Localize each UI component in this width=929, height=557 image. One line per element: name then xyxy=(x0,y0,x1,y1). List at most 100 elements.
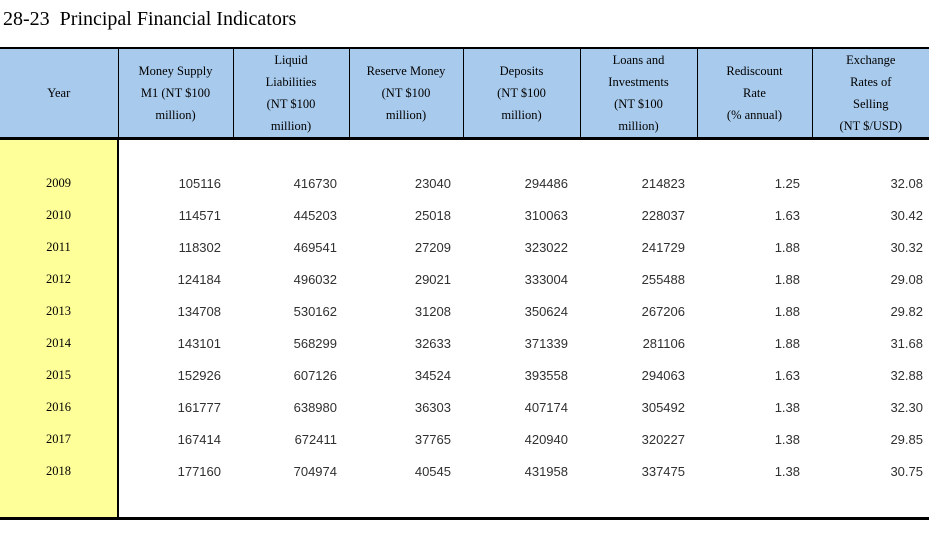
year-cell: 2014 xyxy=(0,327,119,360)
value-cell: 167414 xyxy=(118,423,233,456)
table-body: 2009 105116 416730 23040 294486 214823 1.25 32.… xyxy=(0,138,929,519)
value-cell: 1.63 xyxy=(697,359,812,392)
value-cell: 31.68 xyxy=(812,327,929,360)
value-cell: 134708 xyxy=(118,295,233,328)
value-cell: 496032 xyxy=(233,263,349,296)
column-header-rediscount-rate: Rediscount Rate (% annual) xyxy=(696,48,812,139)
value-cell: 1.88 xyxy=(697,263,812,296)
value-cell: 294063 xyxy=(580,359,697,392)
year-column-spacer xyxy=(0,138,119,168)
table-row: 2013 134708 530162 31208 350624 267206 1.88 29.… xyxy=(0,295,929,328)
value-cell: 27209 xyxy=(349,231,463,264)
value-cell: 105116 xyxy=(118,167,233,200)
value-cell: 31208 xyxy=(349,295,463,328)
year-cell: 2013 xyxy=(0,295,119,328)
value-cell: 1.38 xyxy=(697,455,812,488)
column-header-liquid-liabilities: Liquid Liabilities (NT $100 million) xyxy=(232,48,349,139)
financial-indicators-table: Year Money Supply M1 (NT $100 million) Liq… xyxy=(0,47,929,520)
value-cell: 1.38 xyxy=(697,423,812,456)
year-cell: 2009 xyxy=(0,167,119,200)
year-cell: 2017 xyxy=(0,423,119,456)
spacer-cell xyxy=(118,138,929,168)
value-cell: 29.82 xyxy=(812,295,929,328)
value-cell: 34524 xyxy=(349,359,463,392)
spacer-row xyxy=(0,487,929,519)
value-cell: 40545 xyxy=(349,455,463,488)
value-cell: 305492 xyxy=(580,391,697,424)
year-cell: 2011 xyxy=(0,231,119,264)
value-cell: 294486 xyxy=(463,167,580,200)
column-header-money-supply-m1: Money Supply M1 (NT $100 million) xyxy=(117,48,233,139)
table-row: 2016 161777 638980 36303 407174 305492 1.38 32.… xyxy=(0,391,929,424)
value-cell: 214823 xyxy=(580,167,697,200)
value-cell: 32.30 xyxy=(812,391,929,424)
value-cell: 420940 xyxy=(463,423,580,456)
value-cell: 23040 xyxy=(349,167,463,200)
value-cell: 177160 xyxy=(118,455,233,488)
value-cell: 114571 xyxy=(118,199,233,232)
table-row: 2017 167414 672411 37765 420940 320227 1.38 29.… xyxy=(0,423,929,456)
value-cell: 32633 xyxy=(349,327,463,360)
value-cell: 407174 xyxy=(463,391,580,424)
year-cell: 2010 xyxy=(0,199,119,232)
value-cell: 32.08 xyxy=(812,167,929,200)
value-cell: 323022 xyxy=(463,231,580,264)
table-row: 2011 118302 469541 27209 323022 241729 1.88 30.… xyxy=(0,231,929,264)
page-title: 28-23 Principal Financial Indicators xyxy=(3,8,297,30)
value-cell: 124184 xyxy=(118,263,233,296)
value-cell: 333004 xyxy=(463,263,580,296)
value-cell: 416730 xyxy=(233,167,349,200)
value-cell: 431958 xyxy=(463,455,580,488)
table-row: 2012 124184 496032 29021 333004 255488 1.88 29.… xyxy=(0,263,929,296)
value-cell: 228037 xyxy=(580,199,697,232)
value-cell: 1.88 xyxy=(697,327,812,360)
year-cell: 2012 xyxy=(0,263,119,296)
value-cell: 310063 xyxy=(463,199,580,232)
value-cell: 371339 xyxy=(463,327,580,360)
table-row: 2014 143101 568299 32633 371339 281106 1.88 31.… xyxy=(0,327,929,360)
year-cell: 2016 xyxy=(0,391,119,424)
value-cell: 672411 xyxy=(233,423,349,456)
value-cell: 607126 xyxy=(233,359,349,392)
value-cell: 568299 xyxy=(233,327,349,360)
value-cell: 281106 xyxy=(580,327,697,360)
value-cell: 255488 xyxy=(580,263,697,296)
value-cell: 1.38 xyxy=(697,391,812,424)
spacer-row xyxy=(0,138,929,168)
table-row: 2010 114571 445203 25018 310063 228037 1.63 30.… xyxy=(0,199,929,232)
value-cell: 393558 xyxy=(463,359,580,392)
value-cell: 32.88 xyxy=(812,359,929,392)
value-cell: 118302 xyxy=(118,231,233,264)
table-row: 2018 177160 704974 40545 431958 337475 1.38 30.… xyxy=(0,455,929,488)
value-cell: 445203 xyxy=(233,199,349,232)
column-header-year: Year xyxy=(0,48,118,139)
value-cell: 469541 xyxy=(233,231,349,264)
spacer-cell xyxy=(118,487,929,519)
year-cell: 2018 xyxy=(0,455,119,488)
value-cell: 638980 xyxy=(233,391,349,424)
value-cell: 1.63 xyxy=(697,199,812,232)
value-cell: 337475 xyxy=(580,455,697,488)
value-cell: 241729 xyxy=(580,231,697,264)
table-row: 2009 105116 416730 23040 294486 214823 1.25 32.… xyxy=(0,167,929,200)
value-cell: 1.88 xyxy=(697,295,812,328)
year-cell: 2015 xyxy=(0,359,119,392)
column-header-reserve-money: Reserve Money (NT $100 million) xyxy=(348,48,463,139)
value-cell: 704974 xyxy=(233,455,349,488)
value-cell: 161777 xyxy=(118,391,233,424)
table-row: 2015 152926 607126 34524 393558 294063 1.63 32.… xyxy=(0,359,929,392)
value-cell: 30.32 xyxy=(812,231,929,264)
value-cell: 36303 xyxy=(349,391,463,424)
value-cell: 25018 xyxy=(349,199,463,232)
value-cell: 29.85 xyxy=(812,423,929,456)
value-cell: 350624 xyxy=(463,295,580,328)
value-cell: 30.75 xyxy=(812,455,929,488)
year-column-spacer xyxy=(0,487,119,519)
value-cell: 1.88 xyxy=(697,231,812,264)
value-cell: 30.42 xyxy=(812,199,929,232)
value-cell: 152926 xyxy=(118,359,233,392)
table-header: Year Money Supply M1 (NT $100 million) Liq… xyxy=(0,48,929,139)
column-header-loans-and-investments: Loans and Investments (NT $100 million) xyxy=(579,48,697,139)
value-cell: 530162 xyxy=(233,295,349,328)
